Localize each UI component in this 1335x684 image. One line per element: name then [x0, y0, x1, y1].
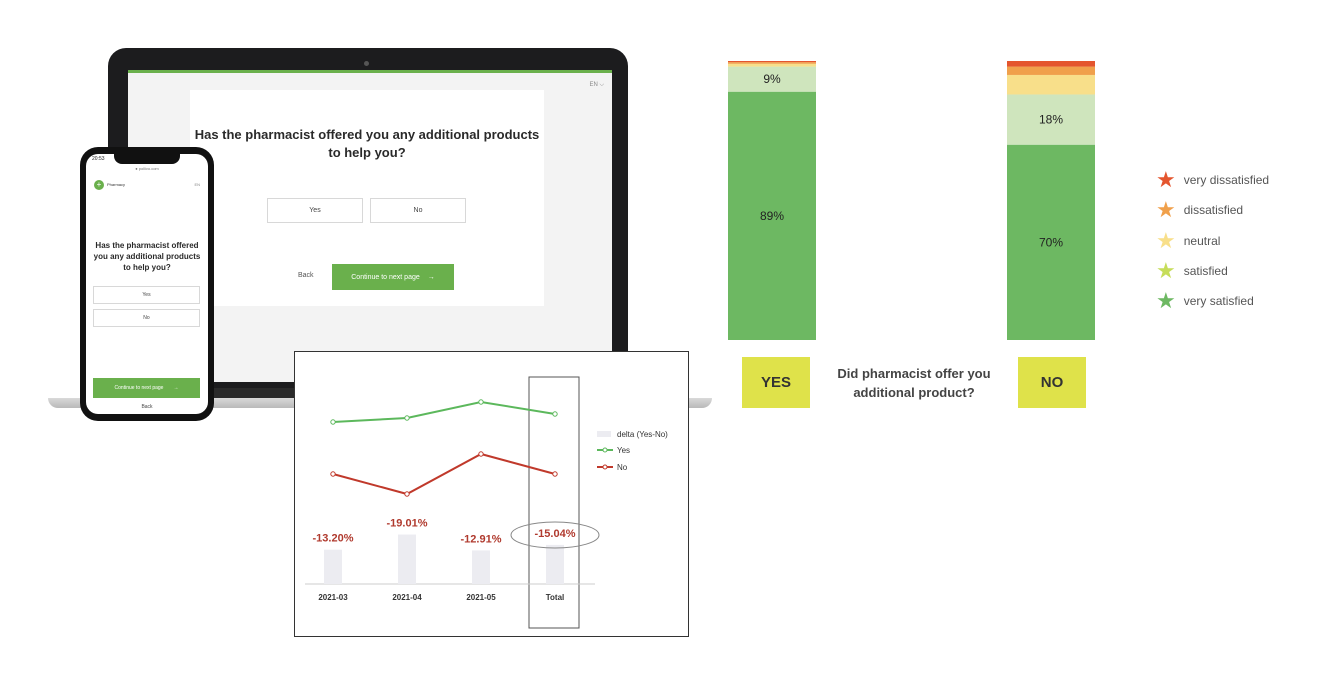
- delta-bar: [398, 534, 416, 584]
- series-line-yes: [332, 400, 556, 423]
- x-tick-label: 2021-04: [392, 593, 422, 602]
- back-button[interactable]: Back: [141, 404, 153, 410]
- bar-data-label: 70%: [1039, 235, 1063, 249]
- arrow-right-icon: →: [427, 273, 435, 281]
- series-point: [330, 419, 336, 425]
- continue-label: Continue to next page: [351, 273, 420, 281]
- status-time: 20:53: [92, 156, 105, 162]
- bar-segment-very-satisfied: [728, 91, 816, 340]
- continue-button[interactable]: Continue to next page →: [93, 378, 200, 398]
- legend-label: very satisfied: [1183, 294, 1254, 308]
- legend-item: ★ satisfied: [1156, 260, 1228, 282]
- delta-label: -13.20%: [313, 533, 354, 545]
- star-icon: ★: [1156, 197, 1176, 222]
- total-highlight-box: [528, 376, 580, 629]
- legend-label: satisfied: [1183, 264, 1228, 278]
- bar-data-label: 89%: [760, 209, 784, 223]
- legend-swatch-delta: [597, 431, 611, 437]
- bar-segment-satisfied: [728, 66, 816, 92]
- star-icon: ★: [1156, 258, 1176, 283]
- bar-segment-dissatisfied: [1007, 66, 1095, 75]
- legend-label: dissatisfied: [1183, 203, 1244, 217]
- legend-item: ★ very satisfied: [1156, 290, 1254, 312]
- x-tick-label: Total: [546, 593, 565, 602]
- survey-question: Has the pharmacist offered you any addit…: [93, 241, 201, 272]
- legend-item: ★ neutral: [1156, 230, 1220, 252]
- line-chart-panel: -13.20% -19.01% -12.91% -15.04% 2021-03 2021-…: [294, 351, 689, 637]
- series-point: [478, 399, 484, 405]
- phone-survey-screen: 20:53 ● pollivo.com + Pharmacy EN Has th…: [86, 154, 208, 414]
- yes-option-button[interactable]: Yes: [267, 198, 363, 223]
- bar-segment-very-dissatisfied: [728, 61, 816, 63]
- legend-label-yes: Yes: [617, 446, 630, 455]
- delta-label: -12.91%: [461, 533, 502, 545]
- series-point: [330, 471, 336, 477]
- series-line-no: [332, 452, 556, 496]
- bar-segment-dissatisfied: [728, 62, 816, 64]
- legend-item: ★ dissatisfied: [1156, 199, 1243, 221]
- bar-segment-very-dissatisfied: [1007, 61, 1095, 67]
- line-chart: -13.20% -19.01% -12.91% -15.04% 2021-03 2021-…: [305, 376, 668, 629]
- legend-label: very dissatisfied: [1183, 173, 1270, 187]
- star-icon: ★: [1156, 228, 1176, 253]
- laptop-survey-screen: EN ⌵ Has the pharmacist offered you any …: [128, 70, 612, 382]
- delta-label: -15.04%: [535, 528, 576, 540]
- phone-notch: [114, 154, 180, 164]
- url-bar[interactable]: ● pollivo.com: [135, 166, 159, 171]
- series-point: [404, 491, 410, 497]
- delta-bar: [546, 544, 564, 584]
- x-tick-label: 2021-05: [466, 593, 496, 602]
- chart-caption: Did pharmacist offer you additional prod…: [837, 366, 991, 400]
- bar-segment-neutral: [728, 63, 816, 67]
- no-category-label: NO: [1018, 357, 1086, 408]
- star-icon: ★: [1156, 167, 1176, 192]
- no-option-button[interactable]: No: [93, 309, 200, 327]
- survey-card: Has the pharmacist offered you any addit…: [190, 90, 544, 306]
- continue-button[interactable]: Continue to next page →: [332, 264, 454, 290]
- delta-bar: [472, 550, 490, 584]
- language-selector[interactable]: EN: [194, 182, 200, 187]
- series-point: [552, 411, 558, 417]
- series-point: [478, 451, 484, 457]
- bar-segment-very-satisfied: [1007, 144, 1095, 340]
- bar-data-label: 18%: [1039, 113, 1063, 127]
- laptop-camera: [364, 61, 369, 66]
- back-button[interactable]: Back: [298, 272, 314, 279]
- bar-segment-neutral: [1007, 74, 1095, 95]
- arrow-right-icon: →: [173, 385, 179, 391]
- bar-segment-satisfied: [1007, 94, 1095, 145]
- brand-name: Pharmacy: [107, 182, 126, 187]
- progress-bar: [128, 70, 612, 73]
- pharmacy-logo-icon: +: [94, 180, 104, 190]
- legend-label-no: No: [617, 463, 628, 472]
- legend-marker-yes: [602, 447, 608, 453]
- continue-label: Continue to next page: [114, 385, 164, 391]
- yes-category-label: YES: [742, 357, 810, 408]
- bar-data-label: 9%: [763, 72, 781, 86]
- legend-marker-no: [602, 464, 608, 470]
- series-point: [552, 471, 558, 477]
- legend-label: neutral: [1183, 234, 1221, 248]
- legend-label-delta: delta (Yes-No): [617, 430, 668, 439]
- stacked-bar-chart: 89% 9% 70% 18%: [728, 61, 1095, 340]
- star-icon: ★: [1156, 288, 1176, 313]
- yes-option-button[interactable]: Yes: [93, 286, 200, 304]
- delta-bar: [324, 549, 342, 584]
- language-selector[interactable]: EN ⌵: [589, 82, 604, 88]
- x-tick-label: 2021-03: [318, 593, 348, 602]
- survey-question: Has the pharmacist offered you any addit…: [194, 127, 540, 160]
- legend-item: ★ very dissatisfied: [1156, 169, 1269, 191]
- no-option-button[interactable]: No: [370, 198, 466, 223]
- total-highlight-ellipse: [510, 521, 600, 549]
- series-point: [404, 415, 410, 421]
- delta-label: -19.01%: [387, 518, 428, 530]
